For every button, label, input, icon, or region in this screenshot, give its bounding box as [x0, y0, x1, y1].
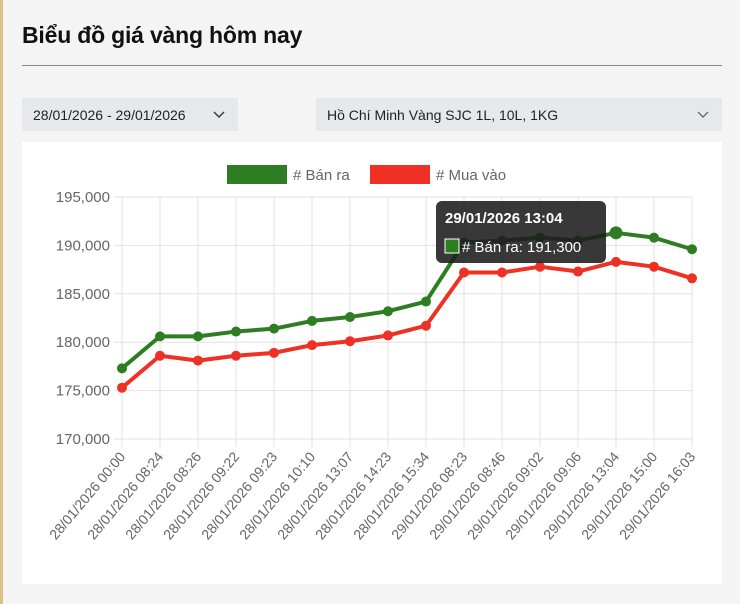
data-point[interactable]	[155, 331, 165, 342]
date-range-value: 28/01/2026 - 29/01/2026	[33, 106, 186, 123]
data-point[interactable]	[155, 350, 165, 361]
y-tick-label: 180,000	[56, 334, 110, 351]
data-point[interactable]	[421, 296, 431, 307]
chevron-down-icon	[213, 111, 225, 118]
data-point[interactable]	[269, 347, 279, 358]
y-tick-label: 185,000	[56, 286, 110, 303]
data-point[interactable]	[687, 273, 697, 284]
y-tick-label: 170,000	[56, 431, 110, 448]
data-point[interactable]	[573, 266, 583, 277]
product-value: Hồ Chí Minh Vàng SJC 1L, 10L, 1KG	[327, 106, 559, 123]
legend-swatch-icon	[370, 165, 430, 184]
data-point[interactable]	[193, 355, 203, 366]
chart-tooltip: 29/01/2026 13:04 # Bán ra: 191,300	[436, 201, 606, 263]
data-point[interactable]	[609, 226, 623, 240]
data-point[interactable]	[687, 244, 697, 255]
y-tick-label: 190,000	[56, 237, 110, 254]
data-point[interactable]	[497, 267, 507, 278]
tooltip-box	[436, 201, 606, 263]
tooltip-label: # Bán ra: 191,300	[462, 239, 581, 256]
legend-swatch-icon	[227, 165, 287, 184]
product-select[interactable]: Hồ Chí Minh Vàng SJC 1L, 10L, 1KG	[316, 98, 722, 131]
page-title: Biểu đồ giá vàng hôm nay	[22, 22, 303, 48]
legend-label: # Bán ra	[293, 167, 350, 184]
date-range-select[interactable]: 28/01/2026 - 29/01/2026	[22, 98, 238, 131]
data-point[interactable]	[459, 267, 469, 278]
data-point[interactable]	[231, 326, 241, 337]
data-point[interactable]	[649, 232, 659, 243]
chart-legend: # Bán ra # Mua vào	[227, 165, 506, 184]
tooltip-title: 29/01/2026 13:04	[445, 210, 563, 227]
data-point[interactable]	[421, 320, 431, 331]
title-divider	[22, 65, 722, 66]
y-tick-label: 195,000	[56, 189, 110, 206]
y-tick-label: 175,000	[56, 383, 110, 400]
data-point[interactable]	[193, 331, 203, 342]
line-ban-ra	[120, 230, 693, 370]
data-point[interactable]	[649, 261, 659, 272]
data-point[interactable]	[117, 363, 127, 374]
data-point[interactable]	[231, 350, 241, 361]
legend-label: # Mua vào	[436, 167, 506, 184]
data-point[interactable]	[307, 340, 317, 351]
tooltip-swatch-icon	[444, 238, 460, 254]
left-accent-bar	[0, 0, 3, 604]
data-point[interactable]	[117, 382, 127, 393]
legend-item-mua-vao[interactable]: # Mua vào	[370, 165, 506, 184]
line-mua-vao	[120, 259, 693, 390]
data-point[interactable]	[345, 312, 355, 323]
price-line-chart[interactable]: 195,000 190,000 185,000 180,000 175,000 170,0…	[22, 142, 722, 584]
chevron-down-icon	[697, 111, 709, 118]
data-point[interactable]	[611, 256, 621, 267]
legend-item-ban-ra[interactable]: # Bán ra	[227, 165, 350, 184]
data-point[interactable]	[535, 261, 545, 272]
data-point[interactable]	[269, 323, 279, 334]
data-point[interactable]	[307, 315, 317, 326]
data-point[interactable]	[345, 336, 355, 347]
data-point[interactable]	[383, 306, 393, 317]
data-point[interactable]	[383, 330, 393, 341]
chart-card: 195,000 190,000 185,000 180,000 175,000 170,0…	[22, 142, 722, 584]
